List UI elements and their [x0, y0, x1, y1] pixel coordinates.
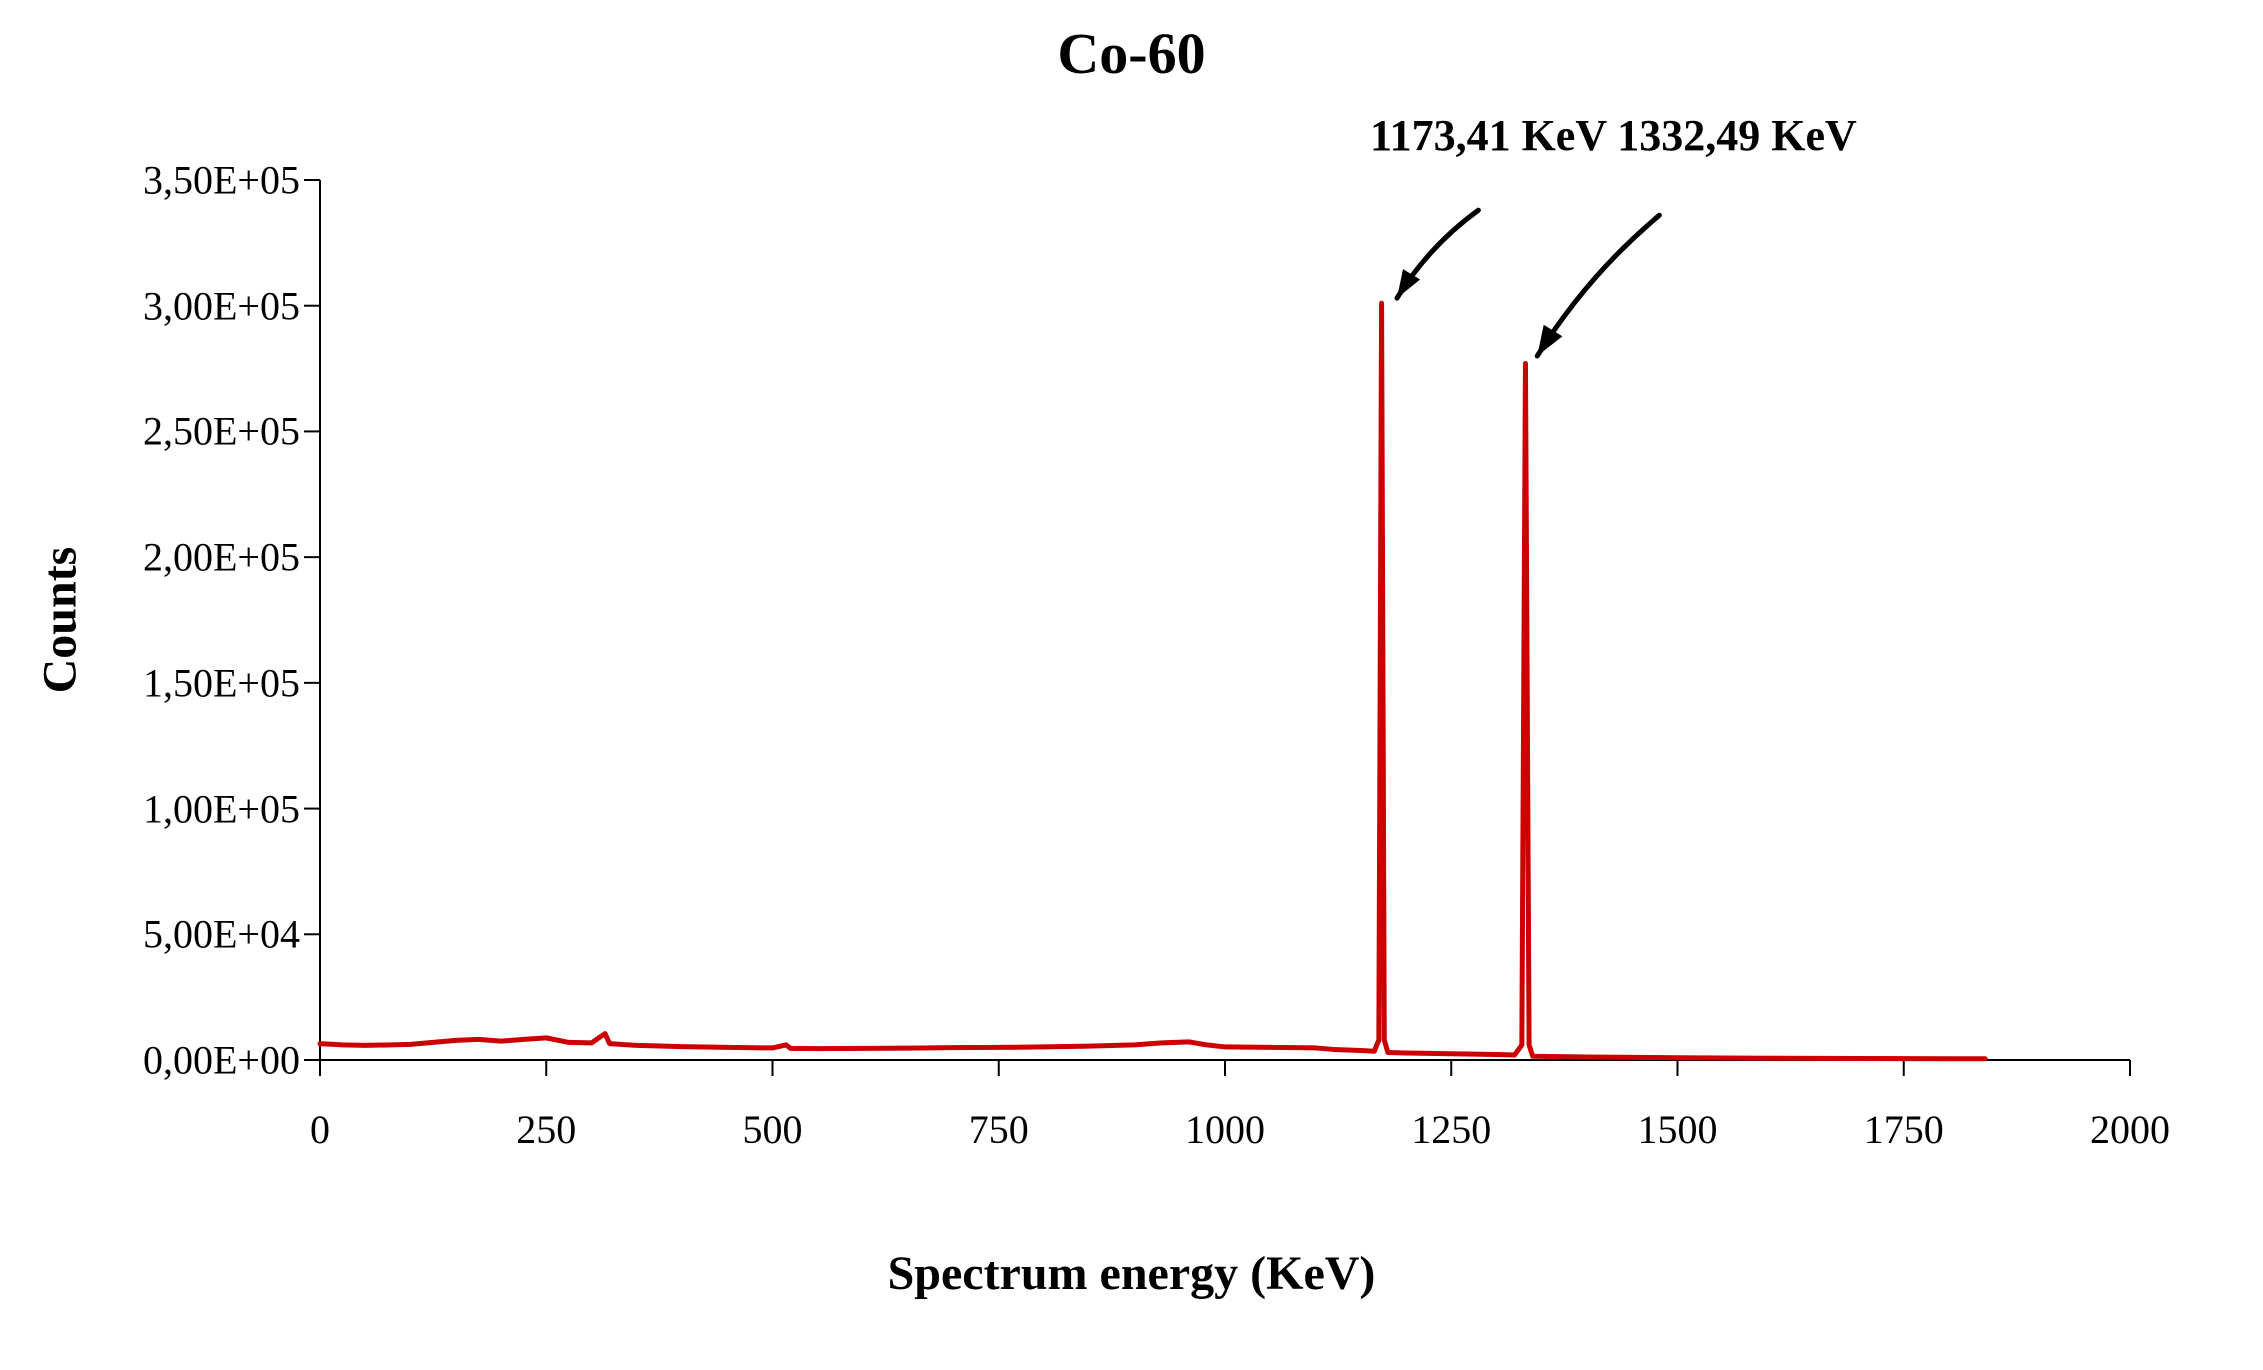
y-tick-label: 3,00E+05 [143, 282, 300, 329]
y-axis-label: Counts [33, 547, 88, 694]
x-tick-label: 500 [743, 1106, 803, 1153]
y-tick-label: 2,50E+05 [143, 408, 300, 455]
y-tick-label: 3,50E+05 [143, 157, 300, 204]
y-tick-label: 1,50E+05 [143, 659, 300, 706]
x-tick-label: 1000 [1185, 1106, 1265, 1153]
x-tick-label: 1250 [1411, 1106, 1491, 1153]
y-tick-label: 1,00E+05 [143, 785, 300, 832]
y-tick-label: 0,00E+00 [143, 1037, 300, 1084]
x-tick-label: 1750 [1864, 1106, 1944, 1153]
y-tick-label: 5,00E+04 [143, 911, 300, 958]
x-tick-label: 1500 [1638, 1106, 1718, 1153]
x-axis-label: Spectrum energy (KeV) [0, 1246, 2263, 1301]
x-tick-label: 750 [969, 1106, 1029, 1153]
chart-title: Co-60 [0, 20, 2263, 87]
spectrum-plot [260, 120, 2190, 1120]
x-tick-label: 0 [310, 1106, 330, 1153]
y-tick-label: 2,00E+05 [143, 534, 300, 581]
x-tick-label: 250 [516, 1106, 576, 1153]
x-tick-label: 2000 [2090, 1106, 2170, 1153]
